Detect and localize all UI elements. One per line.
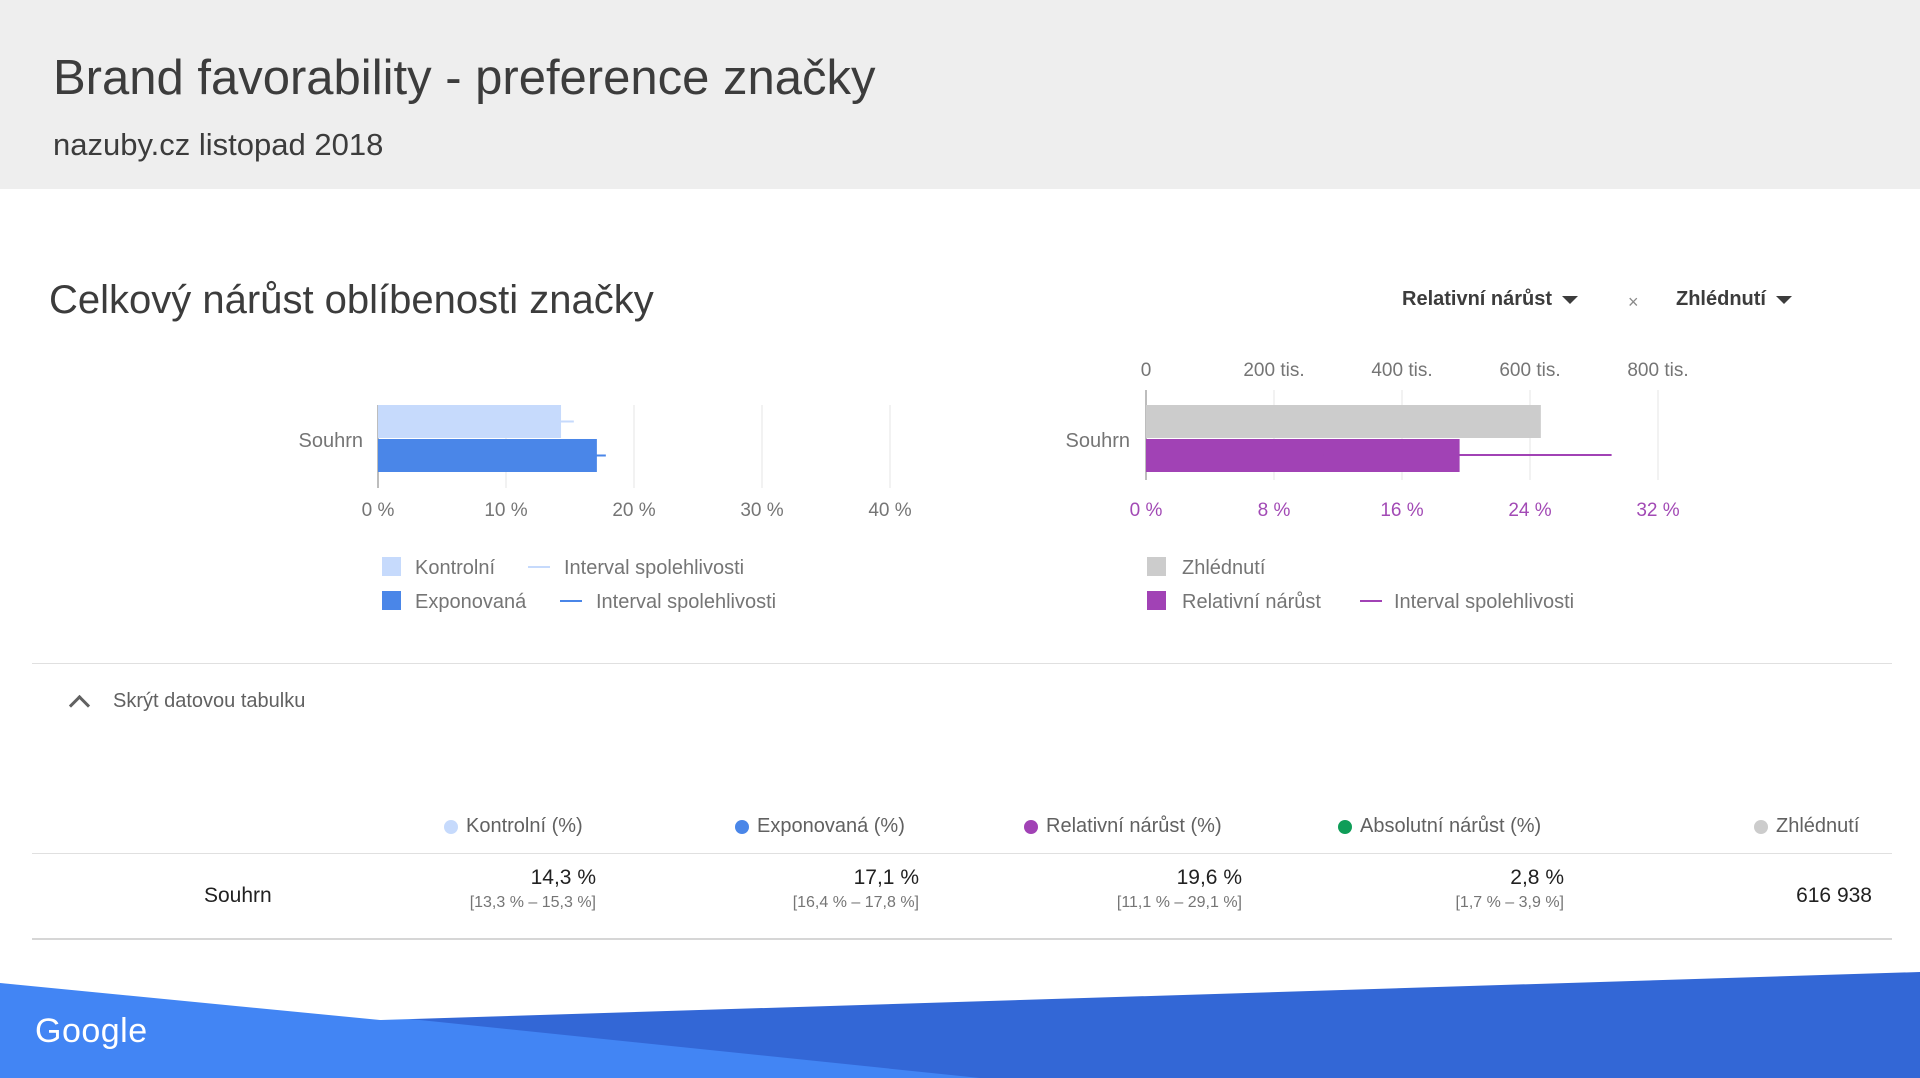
row-label: Souhrn [204,884,272,907]
cell-control: 14,3 % [13,3 % – 15,3 %] [470,866,596,912]
cell-relative: 19,6 % [11,1 % – 29,1 %] [1117,866,1242,912]
views-dropdown[interactable]: Zhlédnutí [1676,288,1792,311]
table-header-row: Kontrolní (%) Exponovaná (%) Relativní n… [32,805,1892,854]
column-header-relative[interactable]: Relativní nárůst (%) [1024,815,1222,838]
column-header-control[interactable]: Kontrolní (%) [444,815,583,838]
views-dot-icon [1754,819,1768,834]
cell-exposed-ci: [16,4 % – 17,8 %] [792,894,919,911]
column-header-relative-label: Relativní nárůst (%) [1046,815,1222,837]
lift-chart-legend: Kontrolní Interval spolehlivosti Exponov… [382,557,776,613]
relative-axis-ticks: 0 % 8 % 16 % 24 % 32 % [1130,500,1680,521]
cell-absolute-ci: [1,7 % – 3,9 %] [1455,894,1564,911]
column-header-control-label: Kontrolní (%) [466,815,583,837]
hide-data-table-toggle[interactable]: Skrýt datovou tabulku [64,690,306,717]
column-header-absolute-label: Absolutní nárůst (%) [1360,815,1542,837]
legend-label-relative: Relativní nárůst [1182,591,1321,613]
column-header-exposed-label: Exponovaná (%) [757,815,905,837]
cell-control-ci: [13,3 % – 15,3 %] [469,894,596,911]
lift-chart: 0 % 10 % 20 % 30 % 40 % Souhrn Kontrolní Int… [299,405,912,613]
lift-chart-ticks: 0 % 10 % 20 % 30 % 40 % [362,500,912,521]
exposed-dot-icon [735,819,749,834]
bar-views [1146,405,1541,438]
data-table: Kontrolní (%) Exponovaná (%) Relativní n… [32,805,1892,940]
cell-relative-ci: [11,1 % – 29,1 %] [1116,894,1242,911]
x-tick-label: 0 % [362,500,395,521]
cell-exposed-value: 17,1 % [853,866,919,889]
footer-top-mask [0,960,1920,1020]
x-tick-label-relative: 0 % [1130,500,1163,521]
bar-exposed [378,439,597,472]
legend-swatch-views [1147,557,1166,576]
x-tick-label-relative: 24 % [1508,500,1551,521]
section-title: Celkový nárůst oblíbenosti značky [49,278,654,322]
section-divider [32,663,1892,664]
cell-absolute-value: 2,8 % [1510,866,1564,889]
category-label: Souhrn [1066,430,1131,452]
legend-label-ci-relative: Interval spolehlivosti [1394,591,1574,613]
chevron-up-icon [68,694,91,717]
views-axis-ticks: 0 200 tis. 400 tis. 600 tis. 800 tis. [1141,360,1689,381]
page-title: Brand favorability - preference značky [53,51,876,105]
legend-label-ci-exposed: Interval spolehlivosti [596,591,776,613]
cell-control-value: 14,3 % [530,866,596,889]
x-tick-label-views: 200 tis. [1243,360,1304,381]
google-logo: Google [35,1012,148,1050]
x-tick-label-relative: 32 % [1636,500,1679,521]
column-header-exposed[interactable]: Exponovaná (%) [735,815,905,838]
metric-dropdown[interactable]: Relativní nárůst [1402,288,1579,311]
column-header-absolute[interactable]: Absolutní nárůst (%) [1338,815,1541,838]
absolute-dot-icon [1338,819,1352,834]
footer-banner [0,960,1920,1078]
views-dropdown-label: Zhlédnutí [1676,288,1766,310]
cell-absolute: 2,8 % [1,7 % – 3,9 %] [1455,866,1564,912]
hide-data-table-label: Skrýt datovou tabulku [113,690,306,712]
column-header-views-label: Zhlédnutí [1776,815,1860,837]
lift-chart-bars [378,405,606,472]
legend-label-exposed: Exponovaná [415,591,527,613]
x-tick-label: 10 % [484,500,527,521]
x-tick-label-views: 400 tis. [1371,360,1432,381]
cell-relative-value: 19,6 % [1176,866,1242,889]
legend-label-views: Zhlédnutí [1182,557,1266,579]
x-tick-label-views: 0 [1141,360,1152,381]
x-tick-label: 20 % [612,500,655,521]
column-header-views[interactable]: Zhlédnutí [1754,815,1859,838]
caret-down-icon [1775,295,1792,304]
cell-exposed: 17,1 % [16,4 % – 17,8 %] [793,866,919,912]
category-label: Souhrn [299,430,364,452]
legend-label-control: Kontrolní [415,557,495,579]
views-lift-chart: 0 200 tis. 400 tis. 600 tis. 800 tis. 0 % 8 %… [1066,360,1689,613]
page-subtitle: nazuby.cz listopad 2018 [53,127,384,162]
x-tick-label-views: 600 tis. [1499,360,1560,381]
legend-swatch-control [382,557,401,576]
legend-swatch-relative [1147,591,1166,610]
relative-dot-icon [1024,819,1038,834]
x-tick-label: 30 % [740,500,783,521]
x-tick-label-views: 800 tis. [1627,360,1688,381]
page-header: Brand favorability - preference značky n… [0,0,1920,189]
cell-views-value: 616 938 [1796,884,1872,907]
legend-swatch-exposed [382,591,401,610]
x-tick-label: 40 % [868,500,911,521]
caret-down-icon [1562,295,1579,304]
views-lift-chart-bars [1146,405,1612,472]
legend-label-ci-control: Interval spolehlivosti [564,557,744,579]
views-lift-chart-legend: Zhlédnutí Relativní nárůst Interval spol… [1147,557,1574,613]
x-tick-label-relative: 8 % [1258,500,1291,521]
control-dot-icon [444,819,458,834]
metric-dropdown-label: Relativní nárůst [1402,288,1553,310]
bar-control [378,405,562,438]
table-row: Souhrn 14,3 % [13,3 % – 15,3 %] 17,1 % [… [32,854,1892,940]
x-tick-label-relative: 16 % [1380,500,1423,521]
dropdown-separator: × [1628,292,1639,312]
